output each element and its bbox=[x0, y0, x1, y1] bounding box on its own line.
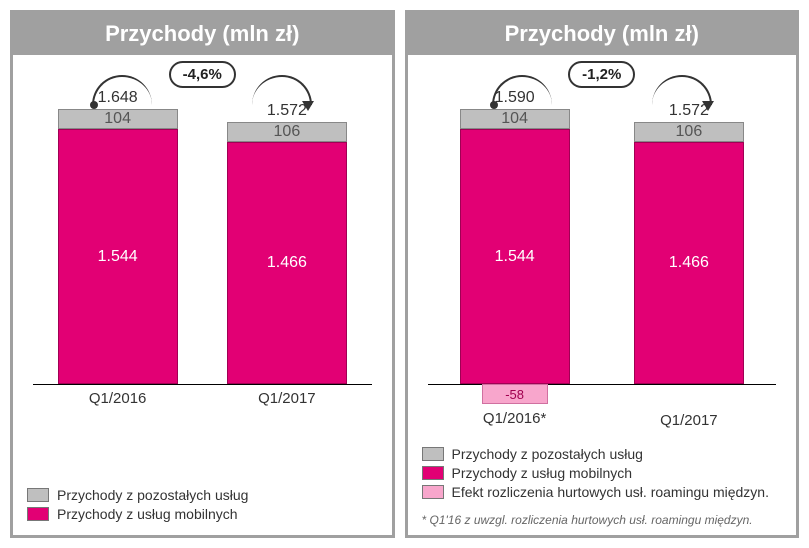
bar-total-label: 1.572 bbox=[669, 102, 709, 120]
legend-swatch bbox=[422, 466, 444, 480]
panel-title: Przychody (mln zł) bbox=[13, 13, 392, 55]
chart-area: -4,6% 1.6481041.544Q1/20161.5721061.466Q… bbox=[13, 55, 392, 476]
bar-column: 1.5901041.544-58Q1/2016* bbox=[460, 89, 570, 384]
legend-item: Przychody z usług mobilnych bbox=[422, 465, 783, 481]
bar-segment: 106 bbox=[634, 122, 744, 142]
legend-item: Przychody z pozostałych usług bbox=[27, 487, 378, 503]
bar-segment: 1.466 bbox=[227, 142, 347, 384]
legend-text: Efekt rozliczenia hurtowych usł. roaming… bbox=[452, 484, 769, 500]
segment-value-label: -58 bbox=[505, 387, 524, 402]
bar-x-label: Q1/2016* bbox=[483, 410, 546, 427]
legend-swatch bbox=[27, 507, 49, 521]
bar-total-label: 1.572 bbox=[267, 102, 307, 120]
bars-row: 1.6481041.544Q1/20161.5721061.466Q1/2017 bbox=[33, 65, 372, 385]
bar-segment: 1.544 bbox=[460, 129, 570, 384]
legend-text: Przychody z pozostałych usług bbox=[452, 446, 643, 462]
bar-column: 1.5721061.466Q1/2017 bbox=[227, 102, 347, 384]
segment-value-label: 104 bbox=[104, 110, 131, 128]
bar-segment: 1.466 bbox=[634, 142, 744, 384]
bar-x-label: Q1/2016 bbox=[89, 390, 147, 407]
legend-swatch bbox=[27, 488, 49, 502]
segment-value-label: 104 bbox=[501, 110, 528, 128]
chart-area: -1,2% 1.5901041.544-58Q1/2016*1.5721061.… bbox=[408, 55, 797, 435]
below-axis-wrap: Q1/2016 bbox=[58, 384, 178, 407]
legend-item: Przychody z usług mobilnych bbox=[27, 506, 378, 522]
bar-column: 1.6481041.544Q1/2016 bbox=[58, 89, 178, 384]
legend: Przychody z pozostałych usług Przychody z… bbox=[408, 435, 797, 513]
legend-item: Efekt rozliczenia hurtowych usł. roaming… bbox=[422, 484, 783, 500]
chart-panel: Przychody (mln zł) -1,2% 1.5901041.544-5… bbox=[405, 10, 800, 538]
bars-row: 1.5901041.544-58Q1/2016*1.5721061.466Q1/… bbox=[428, 65, 777, 385]
below-axis-wrap: Q1/2017 bbox=[227, 384, 347, 407]
panels-row: Przychody (mln zł) -4,6% 1.6481041.544Q1… bbox=[10, 10, 799, 538]
segment-value-label: 1.544 bbox=[495, 248, 535, 266]
bar-segment: 104 bbox=[58, 109, 178, 129]
bar-segment: 1.544 bbox=[58, 129, 178, 384]
segment-value-label: 106 bbox=[274, 123, 301, 141]
bar-x-label: Q1/2017 bbox=[258, 390, 316, 407]
bar-total-label: 1.648 bbox=[98, 89, 138, 107]
segment-value-label: 106 bbox=[676, 123, 703, 141]
bar-column: 1.5721061.466Q1/2017 bbox=[634, 102, 744, 384]
legend-text: Przychody z usług mobilnych bbox=[57, 506, 238, 522]
segment-value-label: 1.466 bbox=[669, 254, 709, 272]
bar-below-segment: -58 bbox=[482, 384, 548, 404]
legend-text: Przychody z pozostałych usług bbox=[57, 487, 248, 503]
legend: Przychody z pozostałych usług Przychody z… bbox=[13, 476, 392, 535]
bar-segment: 106 bbox=[227, 122, 347, 142]
legend-text: Przychody z usług mobilnych bbox=[452, 465, 633, 481]
legend-swatch bbox=[422, 485, 444, 499]
below-axis-wrap: Q1/2017 bbox=[634, 384, 744, 429]
segment-value-label: 1.466 bbox=[267, 254, 307, 272]
bar-total-label: 1.590 bbox=[495, 89, 535, 107]
bar-x-label: Q1/2017 bbox=[660, 412, 718, 429]
chart-panel: Przychody (mln zł) -4,6% 1.6481041.544Q1… bbox=[10, 10, 395, 538]
panel-title: Przychody (mln zł) bbox=[408, 13, 797, 55]
bar-segment: 104 bbox=[460, 109, 570, 129]
below-axis-wrap: -58 Q1/2016* bbox=[460, 384, 570, 427]
footnote: * Q1'16 z uwzgl. rozliczenia hurtowych u… bbox=[408, 513, 797, 535]
legend-item: Przychody z pozostałych usług bbox=[422, 446, 783, 462]
legend-swatch bbox=[422, 447, 444, 461]
segment-value-label: 1.544 bbox=[98, 248, 138, 266]
